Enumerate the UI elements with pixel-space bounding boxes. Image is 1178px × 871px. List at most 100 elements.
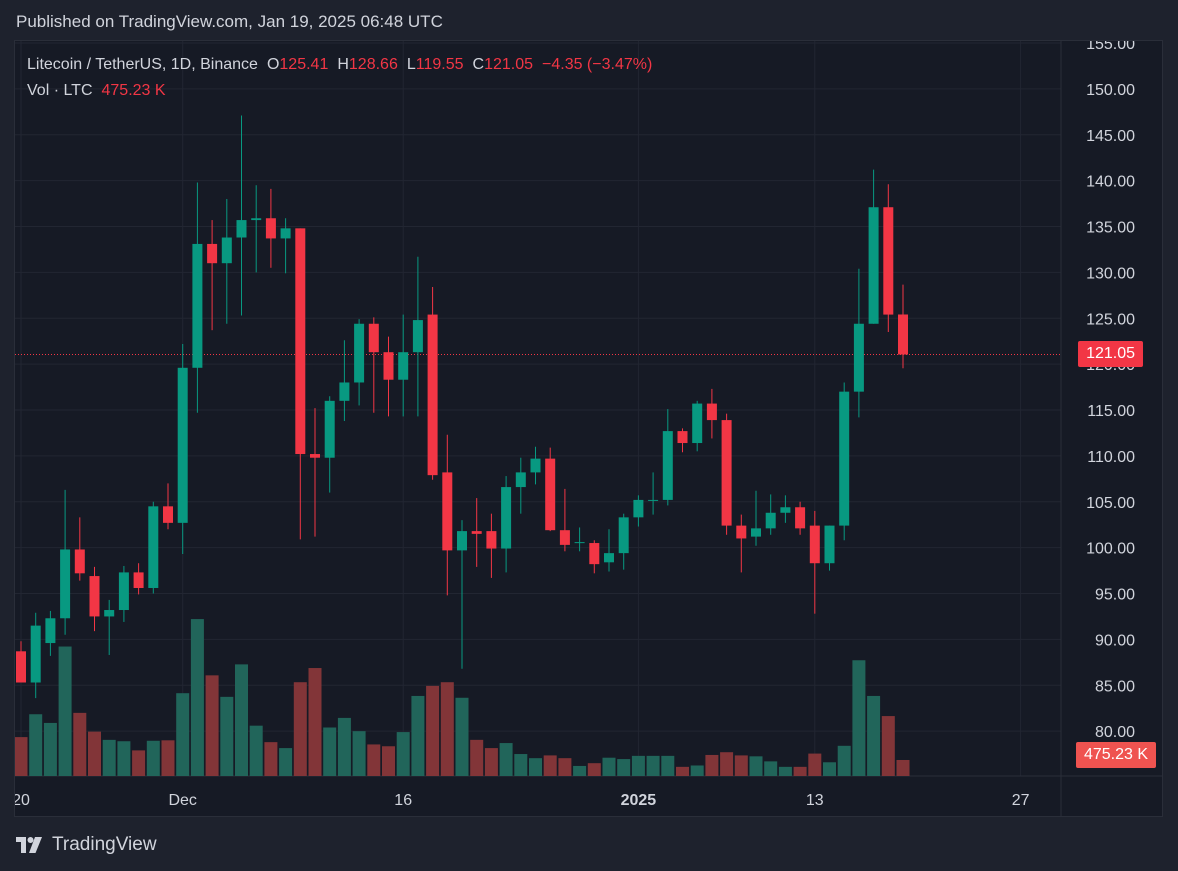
volume-bar — [484, 748, 498, 776]
candle-body — [692, 403, 703, 444]
candle-body — [545, 458, 556, 531]
footer-brand[interactable]: TradingView — [16, 834, 157, 856]
candle — [354, 319, 365, 406]
candle-body — [89, 576, 100, 617]
volume-bar — [529, 758, 542, 776]
price-tick-label: 110.00 — [1087, 449, 1135, 466]
volume-bar — [396, 732, 410, 776]
volume-bar — [117, 741, 131, 776]
volume-bar — [440, 682, 454, 776]
candle — [74, 517, 85, 581]
candle — [618, 513, 629, 570]
candle — [310, 408, 320, 537]
volume-bar — [558, 758, 572, 776]
volume-bar — [29, 714, 43, 776]
candle-body — [751, 528, 761, 537]
candle — [736, 514, 747, 573]
legend-volume: Vol · LTC 475.23 K — [27, 82, 166, 100]
candle — [60, 489, 71, 635]
candle — [133, 563, 144, 595]
price-tick-label: 100.00 — [1086, 541, 1135, 558]
candle — [221, 198, 232, 324]
candle-body — [74, 549, 85, 574]
volume-bar — [205, 675, 219, 776]
price-tick-label: 130.00 — [1086, 265, 1135, 282]
volume-bar — [132, 750, 146, 776]
candle — [883, 184, 894, 333]
candle-body — [368, 323, 379, 353]
candle-body — [486, 531, 497, 549]
candle-body — [839, 391, 850, 526]
legend-vol-label[interactable]: Vol · LTC — [27, 82, 93, 99]
candle — [501, 476, 512, 573]
time-axis: 20 Dec 16 2025 13 27 — [15, 792, 1030, 809]
volume-bar — [690, 765, 704, 776]
time-tick-label: 20 — [15, 792, 30, 809]
time-tick-label: 2025 — [621, 792, 657, 809]
price-tick-label: 95.00 — [1095, 587, 1135, 604]
candle-body — [280, 228, 291, 239]
price-axis: 80.00 85.00 90.00 95.00 100.00 105.00 110.00 11… — [1086, 41, 1135, 741]
candle — [486, 513, 497, 578]
price-tick-label: 80.00 — [1095, 724, 1135, 741]
candle — [280, 218, 291, 274]
candle-body — [398, 352, 409, 380]
candle — [398, 314, 409, 417]
volume-bars — [15, 619, 910, 776]
candle — [339, 340, 350, 422]
candle-body — [883, 207, 894, 315]
price-tick-label: 150.00 — [1086, 82, 1135, 99]
time-tick-label: 16 — [394, 792, 412, 809]
volume-bar — [602, 757, 616, 776]
legend-high-label: H — [337, 56, 349, 73]
candle-body — [60, 549, 71, 619]
candle-body — [795, 507, 806, 529]
chart-frame[interactable]: 80.00 85.00 90.00 95.00 100.00 105.00 110.00 11… — [14, 40, 1163, 817]
volume-bar — [749, 756, 763, 776]
candle — [368, 317, 379, 413]
candle-body — [706, 403, 717, 421]
candle-body — [589, 543, 600, 565]
volume-bar — [808, 753, 822, 776]
candle — [633, 495, 644, 527]
price-tick-label: 155.00 — [1086, 41, 1135, 53]
candle-body — [163, 506, 173, 523]
tradingview-logo-icon — [16, 837, 42, 853]
candle — [824, 525, 835, 571]
volume-bar — [470, 739, 484, 776]
volume-bar — [734, 755, 748, 776]
legend-low-value: 119.55 — [415, 56, 464, 73]
legend-change: −4.35 (−3.47%) — [542, 56, 653, 73]
volume-bar — [88, 731, 101, 776]
candle — [324, 396, 335, 493]
candle — [515, 457, 526, 514]
price-tick-label: 85.00 — [1095, 678, 1135, 695]
candle-body — [236, 220, 247, 238]
candle-body — [604, 553, 614, 563]
candle-body — [457, 531, 467, 551]
candle-body — [501, 487, 512, 549]
candle-body — [574, 542, 585, 544]
candle-body — [192, 243, 203, 368]
price-tick-label: 105.00 — [1086, 495, 1135, 512]
volume-bar — [102, 739, 116, 776]
candle-body — [648, 499, 659, 501]
volume-bar — [352, 731, 366, 776]
volume-bar — [617, 759, 631, 776]
price-tick-label: 140.00 — [1086, 174, 1135, 191]
legend-ohlc: Litecoin / TetherUS, 1D, Binance O125.41 H… — [27, 56, 652, 74]
candle-body — [412, 320, 423, 353]
price-chart[interactable]: 80.00 85.00 90.00 95.00 100.00 105.00 110.00 11… — [15, 41, 1163, 817]
volume-bar — [382, 746, 395, 776]
price-tick-label: 135.00 — [1086, 220, 1135, 237]
volume-bar — [293, 682, 307, 776]
candle-body — [662, 431, 673, 500]
candle-body — [324, 400, 335, 458]
candle-body — [736, 525, 747, 539]
candle — [295, 228, 306, 540]
candle — [177, 343, 188, 555]
legend-symbol[interactable]: Litecoin / TetherUS, 1D, Binance — [27, 56, 258, 73]
candle — [853, 268, 864, 418]
candle — [163, 483, 173, 530]
candle-body — [677, 431, 688, 444]
